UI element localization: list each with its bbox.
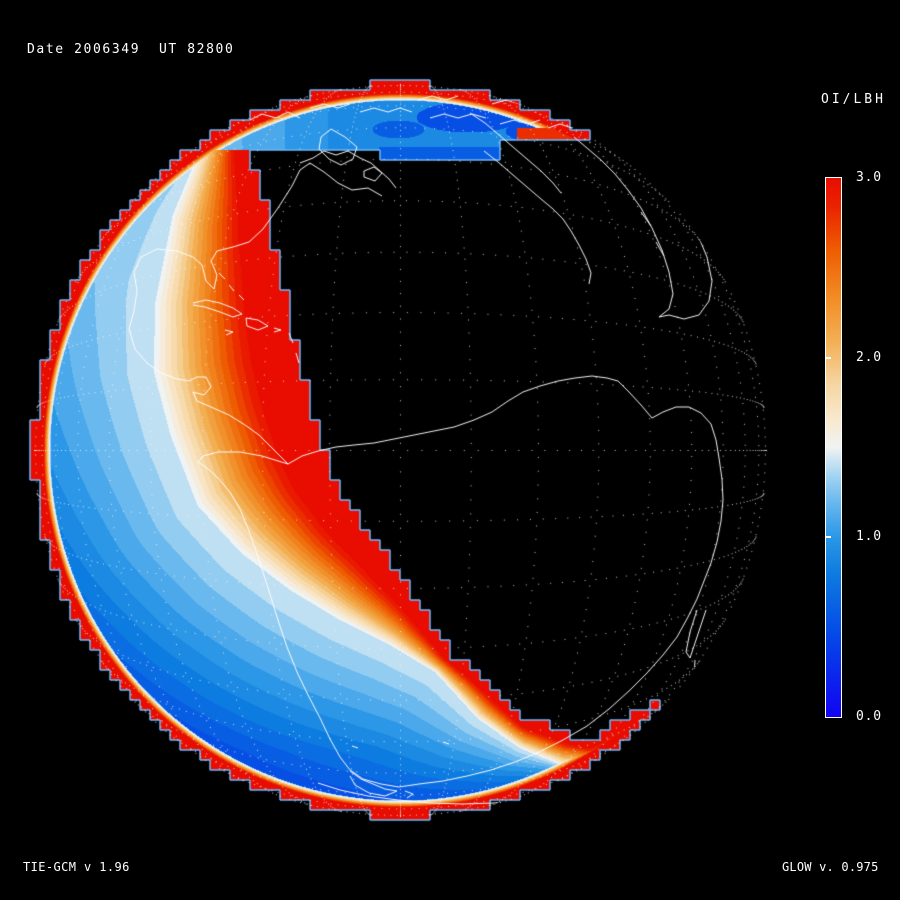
colorbar-title: OI/LBH [821,92,886,107]
colorbar-tick-label: 0.0 [856,709,882,724]
model-version-right: GLOW v. 0.975 [782,860,879,874]
colorbar-tick-label: 1.0 [856,529,882,545]
colorbar-gradient [826,178,841,717]
colorbar-tick-mark [826,536,831,539]
model-version-left: TIE-GCM v 1.96 [23,860,130,874]
colorbar-tick-label: 2.0 [856,349,882,365]
date-label: Date 2006349 UT 82800 [27,42,235,57]
colorbar [825,177,842,718]
colorbar-tick-label: 3.0 [856,170,882,185]
colorbar-tick-mark [826,356,831,359]
